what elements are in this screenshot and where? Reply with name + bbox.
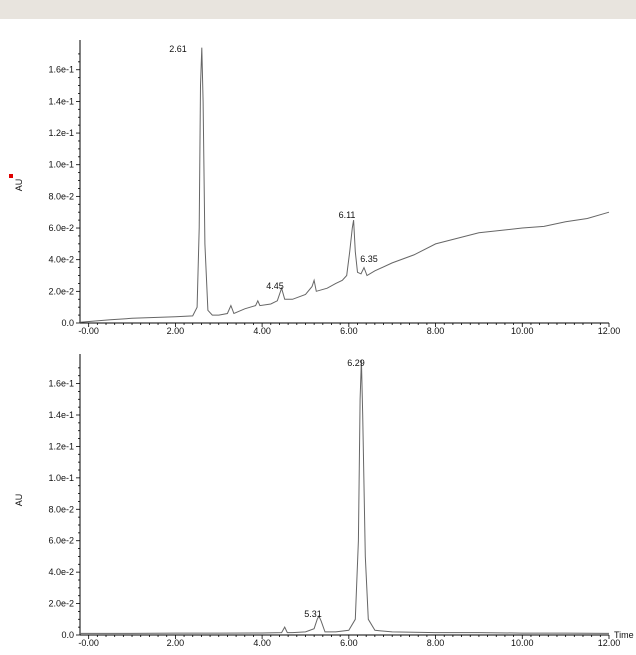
- y-tick-label: 0.0: [61, 630, 74, 640]
- x-tick-label: 10.00: [511, 326, 534, 336]
- y-tick-label: 6.0e-2: [48, 223, 74, 233]
- y-tick-label: 6.0e-2: [48, 536, 74, 546]
- y-tick-label: 1.2e-1: [48, 441, 74, 451]
- y-tick-label: 2.0e-2: [48, 599, 74, 609]
- x-tick-label: -0.00: [78, 638, 99, 648]
- y-axis-label: AU: [14, 494, 24, 507]
- x-tick-label: 12.00: [598, 638, 621, 648]
- peak-label: 5.31: [304, 609, 322, 619]
- x-tick-label: -0.00: [78, 326, 99, 336]
- y-tick-label: 1.6e-1: [48, 65, 74, 75]
- peak-label: 4.45: [266, 281, 284, 291]
- y-tick-label: 4.0e-2: [48, 255, 74, 265]
- peak-label: 6.29: [347, 358, 365, 368]
- x-axis-label: Time: [614, 630, 634, 640]
- y-tick-label: 8.0e-2: [48, 504, 74, 514]
- x-tick-label: 2.00: [167, 326, 185, 336]
- chromatogram-top: -0.00 2.00 4.00 6.00 8.00 10.00 12.00 0.0 2.0e-2…: [9, 40, 620, 336]
- chromatogram-bottom: -0.00 2.00 4.00 6.00 8.00 10.00 12.00 0.0 2.0e-2…: [14, 354, 634, 648]
- y-tick-label: 1.4e-1: [48, 410, 74, 420]
- y-tick-label: 1.2e-1: [48, 128, 74, 138]
- y-tick-label: 1.0e-1: [48, 473, 74, 483]
- y-tick-label: 1.4e-1: [48, 96, 74, 106]
- x-tick-label: 6.00: [340, 326, 358, 336]
- top-band: [0, 0, 636, 19]
- x-tick-label: 6.00: [340, 638, 358, 648]
- y-tick-label: 4.0e-2: [48, 567, 74, 577]
- x-tick-label: 10.00: [511, 638, 534, 648]
- y-axis-label: AU: [14, 179, 24, 192]
- channel-marker: [9, 174, 13, 178]
- x-tick-label: 4.00: [253, 326, 271, 336]
- y-tick-label: 2.0e-2: [48, 286, 74, 296]
- y-tick-label: 0.0: [61, 318, 74, 328]
- x-tick-label: 12.00: [598, 326, 621, 336]
- x-tick-label: 8.00: [427, 638, 445, 648]
- peak-label: 6.11: [339, 210, 356, 220]
- x-tick-label: 8.00: [427, 326, 445, 336]
- peak-label: 6.35: [360, 254, 378, 264]
- chromatogram-trace: [80, 359, 610, 634]
- y-tick-label: 1.6e-1: [48, 379, 74, 389]
- x-tick-label: 4.00: [253, 638, 271, 648]
- y-tick-label: 8.0e-2: [48, 191, 74, 201]
- peak-label: 2.61: [169, 44, 187, 54]
- y-tick-label: 1.0e-1: [48, 160, 74, 170]
- chromatogram-trace: [79, 47, 610, 323]
- x-tick-label: 2.00: [167, 638, 185, 648]
